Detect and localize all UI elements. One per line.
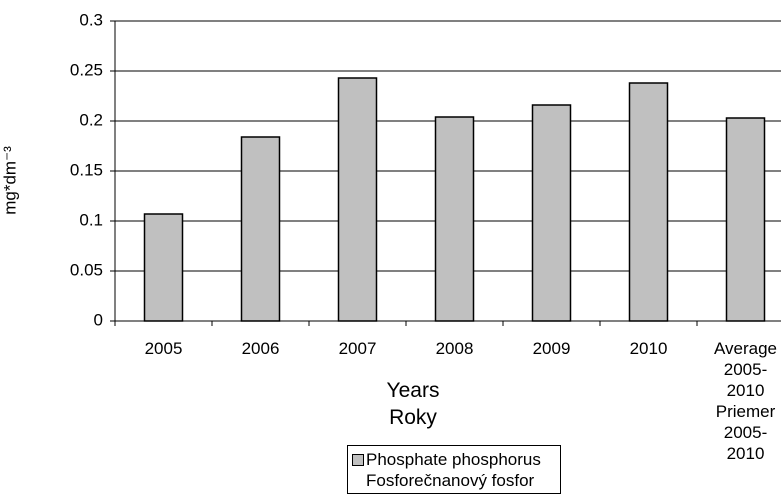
legend-label: Phosphate phosphorus Fosforečnanový fosf… [366,450,541,490]
y-tick-label: 0.3 [79,10,103,29]
y-tick-label: 0.25 [70,60,103,79]
bar [434,116,475,322]
bar [337,77,378,322]
bar [240,136,281,322]
y-tick-label: 0.05 [70,260,103,279]
x-tick-label: 2008 [435,339,474,358]
x-tick-label: 2010 [629,339,668,358]
y-tick-label: 0.1 [79,210,103,229]
y-tick-label: 0.2 [79,110,103,129]
legend: Phosphate phosphorus Fosforečnanový fosf… [347,445,561,494]
bar [725,117,766,322]
bar [531,104,572,322]
bar [143,213,184,322]
x-axis-title: Years Roky [386,379,440,429]
x-tick-label: 2005 [144,339,183,358]
x-tick-label: 2009 [532,339,571,358]
x-tick-label: Average 2005-2010 Priemer 2005-2010 [713,339,777,463]
bar [628,82,669,322]
x-tick-label: 2006 [241,339,280,358]
legend-swatch [352,454,364,466]
y-tick-label: 0 [94,310,103,329]
y-tick-label: 0.15 [70,160,103,179]
x-tick-label: 2007 [338,339,377,358]
y-axis-title: mg*dm⁻³ [0,146,20,215]
